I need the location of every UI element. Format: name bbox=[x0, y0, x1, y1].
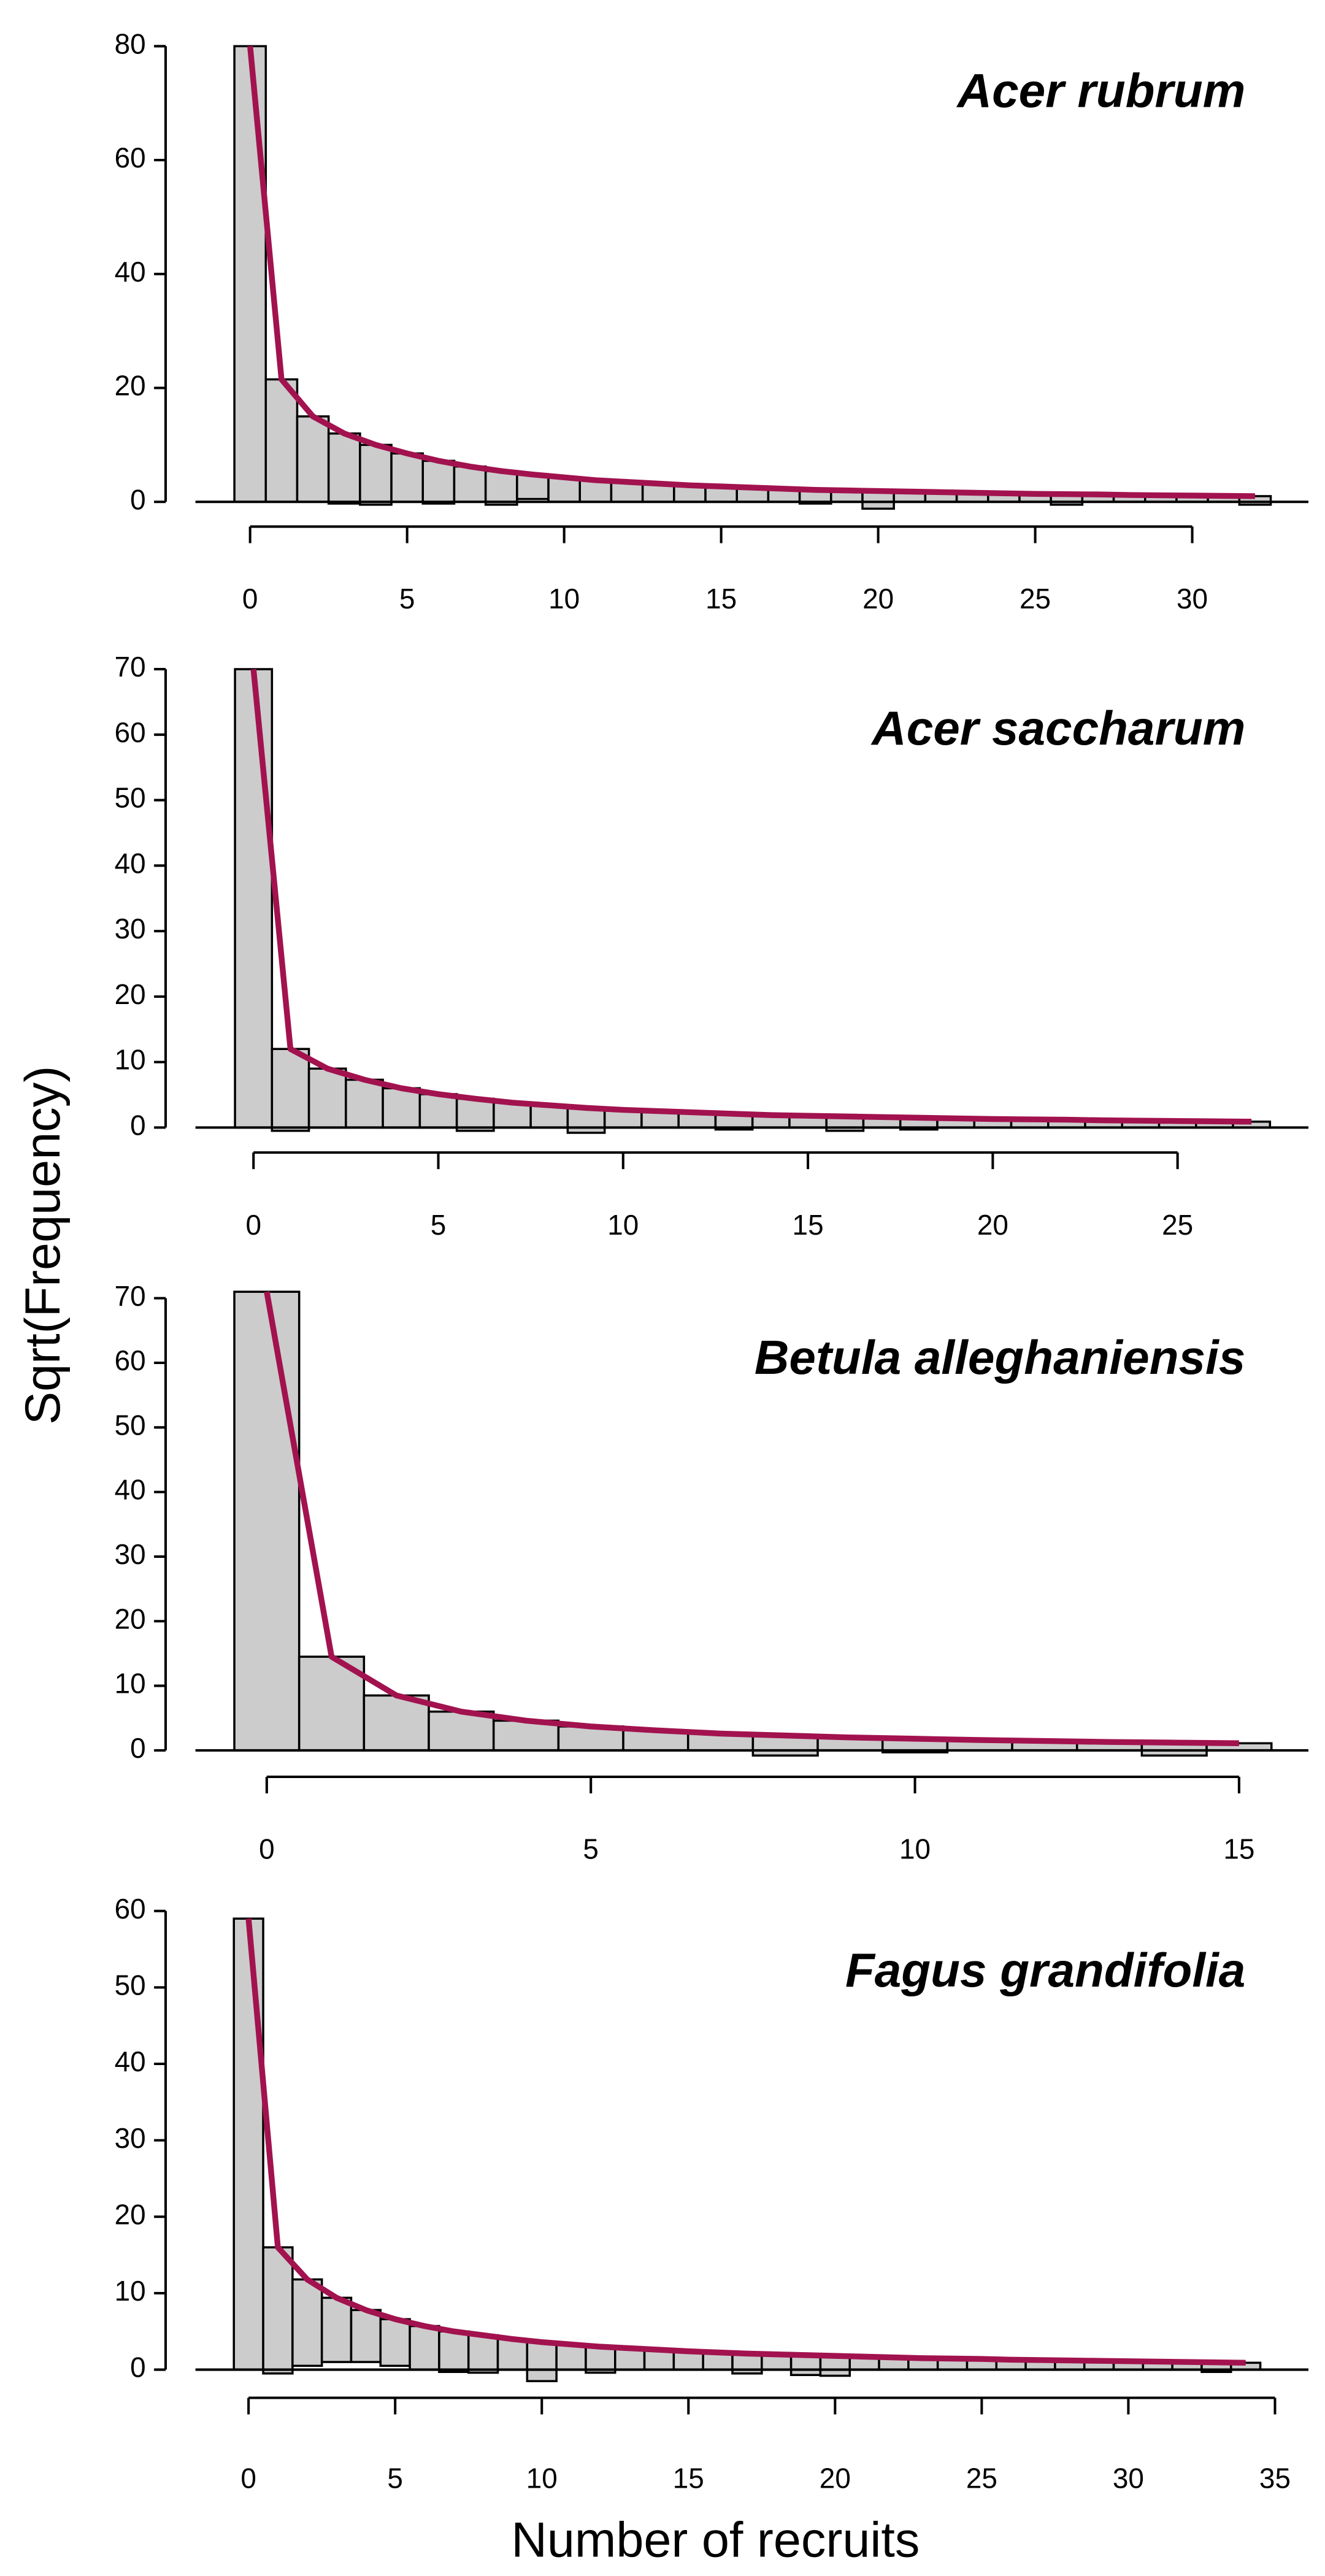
bar bbox=[409, 2325, 440, 2371]
x-tick-label: 10 bbox=[607, 1209, 639, 1241]
y-tick-label: 30 bbox=[115, 913, 146, 945]
x-tick-label: 15 bbox=[705, 583, 737, 615]
y-tick-label: 80 bbox=[115, 28, 146, 59]
x-tick-label: 5 bbox=[399, 583, 415, 615]
bar bbox=[234, 668, 274, 1129]
bar bbox=[291, 2278, 323, 2367]
bar bbox=[455, 1097, 495, 1132]
bar bbox=[566, 1106, 606, 1134]
bar bbox=[345, 1078, 384, 1129]
x-tick-label: 20 bbox=[977, 1209, 1008, 1241]
x-tick-label: 5 bbox=[387, 2463, 403, 2494]
x-tick-label: 5 bbox=[431, 1209, 447, 1241]
y-tick-label: 40 bbox=[115, 256, 146, 288]
x-tick-label: 5 bbox=[583, 1833, 599, 1865]
bar bbox=[789, 2354, 822, 2377]
y-tick-label: 50 bbox=[115, 1409, 146, 1441]
x-axis-label: Number of recruits bbox=[511, 2512, 920, 2567]
y-tick-label: 70 bbox=[115, 651, 146, 683]
y-tick-label: 70 bbox=[115, 1280, 146, 1312]
panel-title: Betula alleghaniensis bbox=[755, 1330, 1245, 1384]
bar bbox=[271, 1048, 310, 1132]
bar bbox=[327, 432, 361, 505]
y-tick-label: 0 bbox=[130, 1110, 146, 1141]
y-tick-label: 20 bbox=[115, 2198, 146, 2230]
fitted-line bbox=[245, 1918, 1246, 2366]
y-tick-label: 20 bbox=[115, 1603, 146, 1635]
y-tick-label: 10 bbox=[115, 1044, 146, 1076]
bar bbox=[233, 45, 267, 503]
x-tick-label: 20 bbox=[862, 583, 894, 615]
x-tick-label: 15 bbox=[673, 2463, 704, 2494]
x-tick-label: 15 bbox=[1223, 1833, 1254, 1865]
bar bbox=[382, 1087, 421, 1129]
y-tick-label: 20 bbox=[115, 978, 146, 1010]
x-tick-label: 20 bbox=[820, 2463, 851, 2494]
panel-title: Fagus grandifolia bbox=[845, 1943, 1245, 1997]
y-tick-label: 40 bbox=[115, 1474, 146, 1506]
fitted-line bbox=[247, 45, 1255, 499]
bar bbox=[264, 378, 299, 503]
x-tick-label: 10 bbox=[899, 1833, 931, 1865]
x-tick-label: 25 bbox=[966, 2463, 997, 2494]
bar bbox=[484, 470, 518, 506]
y-tick-label: 0 bbox=[130, 1732, 146, 1764]
x-tick-label: 25 bbox=[1162, 1209, 1193, 1241]
bar bbox=[453, 465, 487, 503]
bar bbox=[379, 2318, 411, 2367]
x-tick-label: 0 bbox=[245, 1209, 261, 1241]
y-tick-label: 0 bbox=[130, 2352, 146, 2383]
bar bbox=[262, 2246, 294, 2375]
y-tick-label: 30 bbox=[115, 2122, 146, 2154]
y-tick-label: 30 bbox=[115, 1538, 146, 1570]
y-tick-label: 40 bbox=[115, 2045, 146, 2077]
bar bbox=[438, 2330, 470, 2374]
x-tick-label: 0 bbox=[259, 1833, 275, 1865]
x-tick-label: 15 bbox=[793, 1209, 824, 1241]
y-tick-label: 60 bbox=[115, 1893, 146, 1925]
fitted-line bbox=[250, 669, 1252, 1125]
y-tick-label: 50 bbox=[115, 1969, 146, 2001]
bar bbox=[555, 2343, 587, 2371]
panel-title: Acer rubrum bbox=[956, 64, 1246, 118]
bar bbox=[585, 2345, 616, 2374]
bar bbox=[418, 1093, 458, 1129]
x-tick-label: 30 bbox=[1177, 583, 1208, 615]
bar bbox=[296, 415, 330, 503]
bar bbox=[467, 2334, 499, 2374]
y-axis-label: Sqrt(Frequency) bbox=[15, 1066, 71, 1425]
y-tick-label: 0 bbox=[130, 483, 146, 515]
y-tick-label: 10 bbox=[115, 1668, 146, 1700]
y-tick-label: 60 bbox=[115, 716, 146, 748]
x-tick-label: 35 bbox=[1259, 2463, 1291, 2494]
y-tick-label: 60 bbox=[115, 1344, 146, 1376]
bar bbox=[390, 452, 424, 503]
x-tick-label: 0 bbox=[240, 2463, 256, 2494]
x-tick-label: 25 bbox=[1020, 583, 1051, 615]
bar bbox=[526, 2340, 558, 2382]
x-tick-label: 0 bbox=[242, 583, 258, 615]
x-tick-label: 10 bbox=[526, 2463, 558, 2494]
bar bbox=[359, 443, 393, 506]
x-tick-label: 30 bbox=[1113, 2463, 1144, 2494]
x-tick-label: 10 bbox=[548, 583, 580, 615]
bar bbox=[421, 459, 456, 505]
y-tick-label: 10 bbox=[115, 2275, 146, 2307]
bar bbox=[320, 2296, 353, 2363]
bar bbox=[232, 1917, 264, 2371]
y-tick-label: 50 bbox=[115, 782, 146, 814]
bar bbox=[307, 1067, 347, 1129]
bar bbox=[496, 2337, 529, 2371]
y-tick-label: 40 bbox=[115, 847, 146, 879]
y-tick-label: 60 bbox=[115, 142, 146, 174]
fitted-line bbox=[264, 1291, 1239, 1746]
y-tick-label: 20 bbox=[115, 370, 146, 402]
panel-title: Acer saccharum bbox=[870, 701, 1245, 755]
bar bbox=[350, 2309, 382, 2363]
bar bbox=[233, 1290, 301, 1752]
